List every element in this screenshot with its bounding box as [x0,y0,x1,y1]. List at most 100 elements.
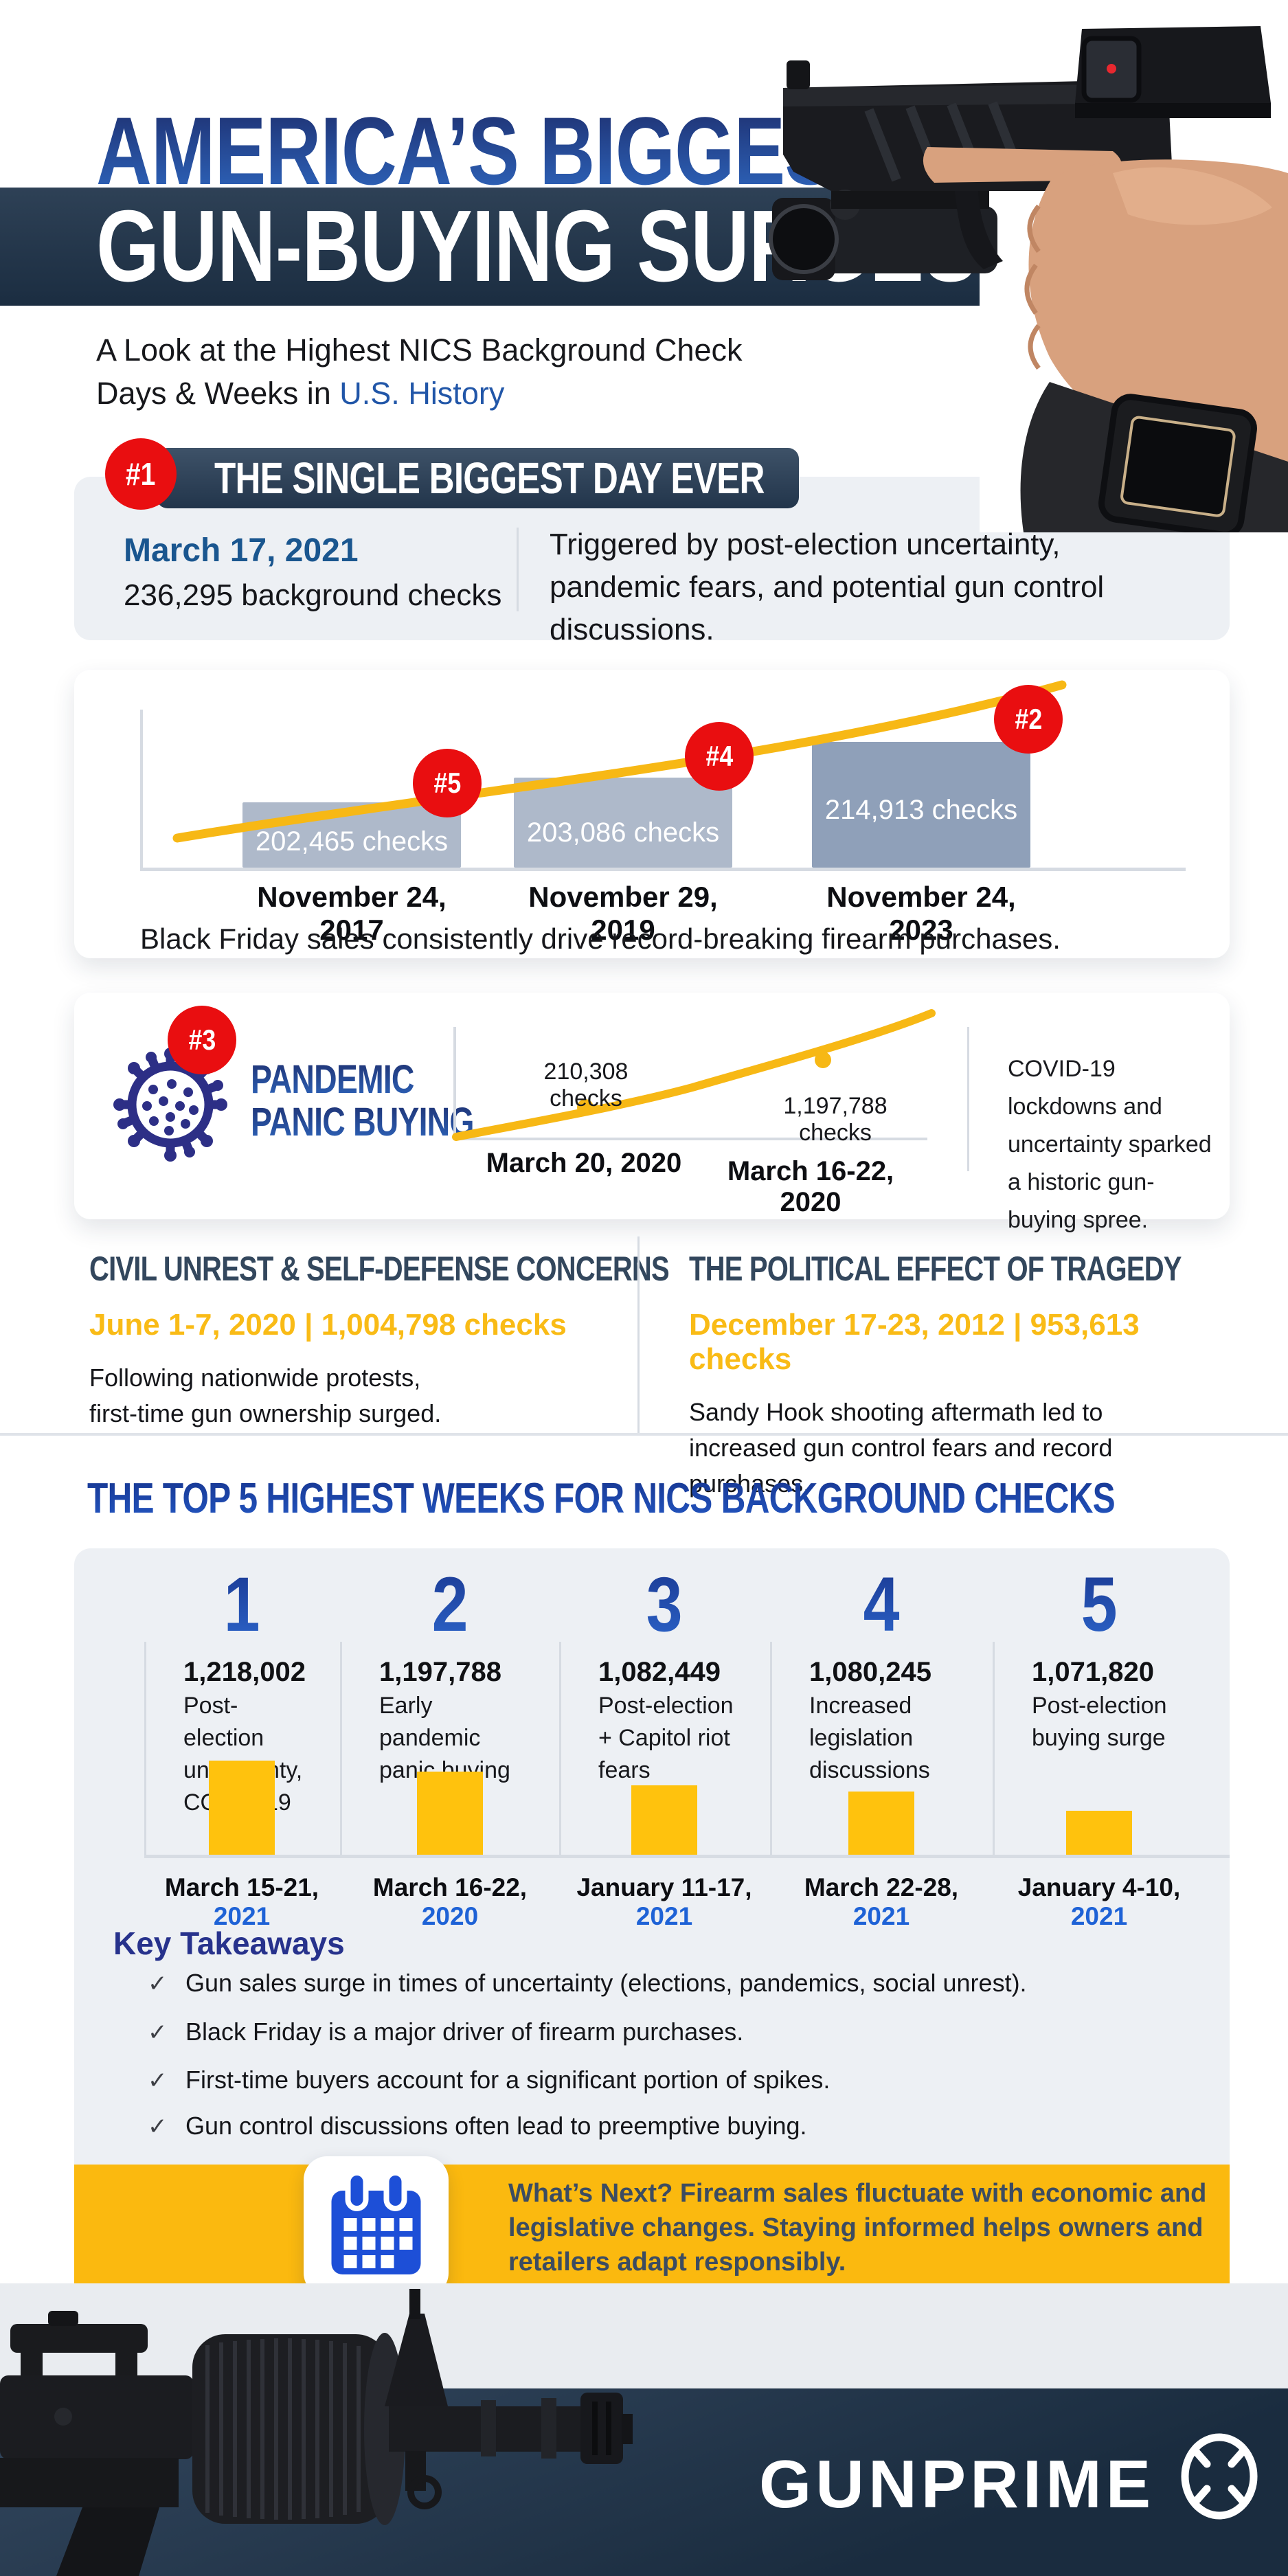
pandemic-curve-icon [452,1009,936,1141]
takeaway-item: First-time buyers account for a signific… [185,2066,831,2094]
pandemic-y-axis [453,1027,456,1140]
biggest-day-stat: 236,295 background checks [124,578,502,612]
pistol-hand-illustration-icon [769,26,1288,532]
bar-2019-label: 203,086 checks [526,817,720,848]
rank-number-2: 2 [431,1561,468,1647]
rank-number-1: 1 [223,1561,260,1647]
chart-y-axis [140,710,143,868]
bar-2023-date: November 24, 2023 [826,881,1016,946]
bar-2023-label: 214,913 checks [824,795,1018,825]
t5-bar-1 [209,1761,275,1855]
section1-banner-label: THE SINGLE BIGGEST DAY EVER [214,453,765,503]
pandemic-card: #3 PANDEMIC PANIC BUYING 210,308 checks … [74,993,1230,1233]
check-icon: ✓ [148,2068,168,2094]
pandemic-point2-label: 1,197,788 checks [783,1093,888,1146]
brand-wordmark: GUNPRIME [759,2446,1155,2522]
rank-badge-4: #4 [685,722,754,791]
t5-bar-3 [631,1785,697,1855]
section-divider-line [0,1433,1288,1436]
takeaway-item: Gun control discussions often lead to pr… [185,2112,807,2140]
t5-divider [559,1642,561,1855]
t5-value: 1,082,449 [598,1657,721,1687]
t5-value: 1,218,002 [183,1657,306,1687]
t5-value: 1,080,245 [809,1657,931,1687]
chart-x-axis [140,868,1186,871]
calendar-icon [331,2171,421,2274]
pandemic-point2-date: March 16-22, 2020 [727,1156,894,1217]
page-title: AMERICA’S BIGGEST [96,103,1078,199]
virus-icon [113,1048,227,1162]
vertical-divider [517,528,519,611]
t5-date: January 11-17, 2021 [576,1873,752,1930]
pandemic-description: COVID-19 lockdowns and uncertainty spark… [1008,1056,1212,1233]
tragedy-highlight: December 17-23, 2012 | 953,613 checks [689,1308,1140,1376]
section1-banner: THE SINGLE BIGGEST DAY EVER [157,448,799,508]
t5-desc: Increased legislation discussions [809,1693,930,1783]
t5-date: March 22-28, 2021 [804,1873,959,1930]
t5-date: January 4-10, 2021 [1017,1873,1181,1930]
biggest-day-date: March 17, 2021 [124,532,359,569]
check-icon: ✓ [148,2020,168,2046]
top5-card: 1 2 3 4 5 1,218,002 1,197,788 1,082,449 … [74,1548,1230,2165]
pandemic-title: PANDEMIC PANIC BUYING [251,1057,474,1144]
t5-value: 1,071,820 [1032,1657,1154,1687]
calendar-badge [304,2156,449,2296]
black-friday-card: 202,465 checks 203,086 checks 214,913 ch… [74,670,1230,958]
pandemic-divider [967,1027,969,1171]
t5-desc: Early pandemic panic buying [379,1693,510,1783]
rank-badge-5: #5 [413,749,482,817]
subtitle-line2: Days & Weeks in U.S. History [96,376,505,411]
subtitle: A Look at the Highest NICS Background Ch… [96,328,743,415]
t5-bar-2 [417,1772,483,1855]
civil-unrest-column: CIVIL UNREST & SELF-DEFENSE CONCERNS Jun… [89,1249,670,1432]
pistol-photo [728,0,1288,532]
t5-divider [993,1642,995,1855]
t5-divider [770,1642,772,1855]
rank-badge-1: #1 [105,438,177,510]
pandemic-point1-date: March 20, 2020 [486,1148,682,1178]
civil-unrest-title: CIVIL UNREST & SELF-DEFENSE CONCERNS [89,1250,670,1288]
bar-2023 [812,742,1030,868]
t5-bar-5 [1066,1811,1132,1855]
rank-number-3: 3 [646,1561,683,1647]
check-icon: ✓ [148,2114,168,2140]
takeaways-title: Key Takeaways [113,1925,345,1961]
rank-number-5: 5 [1081,1561,1118,1647]
top5-title: THE TOP 5 HIGHEST WEEKS FOR NICS BACKGRO… [87,1475,1116,1522]
t5-desc: Post-election + Capitol riot fears [598,1693,734,1783]
rifle-illustration-icon [0,2289,633,2576]
tragedy-title: THE POLITICAL EFFECT OF TRAGEDY [689,1250,1182,1288]
t5-baseline [144,1855,1230,1858]
subtitle-highlight: U.S. History [339,376,505,411]
subtitle-line1: A Look at the Highest NICS Background Ch… [96,332,743,368]
title-line1: AMERICA’S BIGGEST [96,97,883,205]
rank-badge-3: #3 [168,1006,236,1074]
takeaway-item: Black Friday is a major driver of firear… [185,2018,744,2046]
t5-date: March 16-22, 2020 [372,1873,528,1930]
takeaway-item: Gun sales surge in times of uncertainty … [185,1969,1027,1997]
pandemic-point1-label: 210,308 checks [543,1059,629,1111]
t5-divider [144,1642,146,1855]
tragedy-column: THE POLITICAL EFFECT OF TRAGEDY December… [689,1249,1232,1502]
t5-value: 1,197,788 [379,1657,501,1687]
columns-divider [637,1236,640,1433]
bar-2017-label: 202,465 checks [255,826,449,857]
rank-number-4: 4 [863,1561,900,1647]
whats-next-text: What’s Next? Firearm sales fluctuate wit… [508,2179,1207,2276]
civil-unrest-highlight: June 1-7, 2020 | 1,004,798 checks [89,1308,567,1342]
bar-2019 [514,778,732,868]
rank-badge-2: #2 [994,685,1063,754]
bar-2017-date: November 24, 2017 [257,881,447,946]
t5-date: March 15-21, 2021 [164,1873,319,1930]
brand-reticle-icon [1181,2433,1258,2520]
bar-2019-date: November 29, 2019 [528,881,718,946]
t5-bar-4 [848,1792,914,1855]
civil-unrest-body: Following nationwide protests, first-tim… [89,1364,442,1427]
biggest-day-description: Triggered by post-election uncertainty, … [550,528,1105,646]
pandemic-x-axis [453,1138,927,1140]
black-friday-caption: Black Friday sales consistently drive re… [140,923,1061,955]
tragedy-body: Sandy Hook shooting aftermath led to inc… [689,1398,1113,1498]
check-icon: ✓ [148,1971,168,1997]
t5-divider [340,1642,342,1855]
